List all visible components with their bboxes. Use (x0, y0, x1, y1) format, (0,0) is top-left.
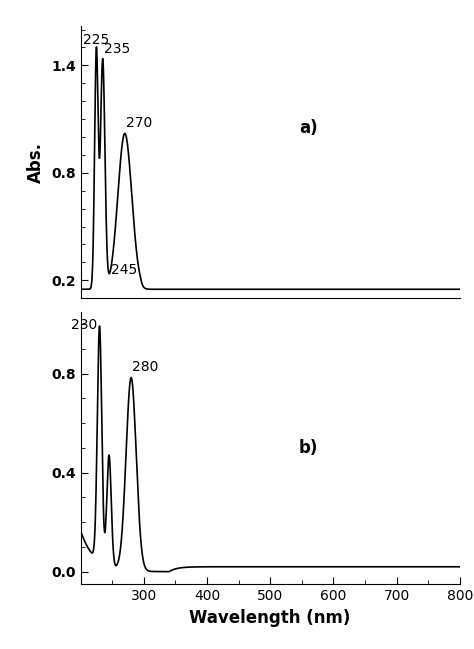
Y-axis label: Abs.: Abs. (27, 141, 46, 182)
Text: 235: 235 (104, 42, 130, 56)
Text: 270: 270 (126, 116, 152, 130)
X-axis label: Wavelength (nm): Wavelength (nm) (190, 609, 351, 626)
Text: 245: 245 (111, 263, 137, 276)
Text: 225: 225 (82, 34, 109, 47)
Text: b): b) (299, 439, 318, 457)
Text: 280: 280 (132, 360, 159, 374)
Text: a): a) (299, 119, 318, 137)
Text: 230: 230 (71, 317, 97, 332)
